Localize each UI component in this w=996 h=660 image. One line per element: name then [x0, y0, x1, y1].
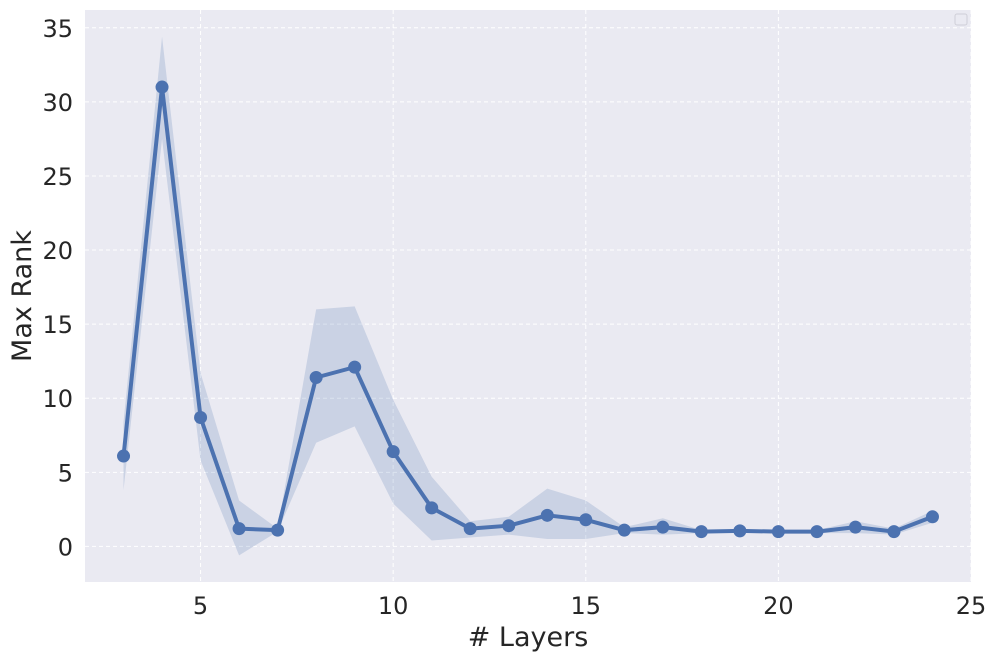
data-point: [502, 519, 516, 533]
y-tick-label: 35: [42, 15, 73, 43]
data-points: [117, 80, 939, 539]
plot-background: [85, 10, 971, 582]
data-point: [117, 449, 131, 463]
data-point: [386, 445, 400, 459]
data-point: [656, 520, 670, 534]
y-tick-label: 25: [42, 163, 73, 191]
y-tick-label: 30: [42, 89, 73, 117]
data-point: [348, 360, 362, 374]
data-point: [271, 523, 285, 537]
x-tick-label: 20: [763, 592, 794, 620]
x-tick-label: 10: [378, 592, 409, 620]
y-tick-label: 10: [42, 385, 73, 413]
series-line: [121, 85, 935, 534]
y-tick-label: 5: [58, 459, 73, 487]
data-point: [463, 522, 477, 536]
data-point: [810, 525, 824, 539]
data-point: [733, 524, 747, 538]
data-point: [848, 520, 862, 534]
data-point: [925, 510, 939, 524]
grid-lines: [85, 10, 972, 582]
confidence-band-area: [123, 36, 933, 556]
x-tick-label: 5: [193, 592, 208, 620]
data-point: [309, 371, 323, 385]
data-point: [425, 501, 439, 515]
confidence-band: [123, 36, 933, 556]
x-tick-labels: 5 10 15 20 25: [193, 592, 986, 620]
y-tick-labels: 0 5 10 15 20 25 30 35: [42, 15, 73, 562]
data-point: [617, 523, 631, 537]
y-tick-label: 20: [42, 237, 73, 265]
data-point: [540, 508, 554, 522]
y-axis-label: Max Rank: [7, 230, 38, 362]
legend-box: [954, 13, 968, 26]
y-tick-label: 0: [58, 533, 73, 561]
data-point: [579, 513, 593, 527]
data-point: [694, 525, 708, 539]
y-tick-label: 15: [42, 311, 73, 339]
x-tick-label: 15: [571, 592, 602, 620]
data-point: [887, 525, 901, 539]
data-point: [194, 411, 208, 425]
data-point: [155, 80, 169, 94]
x-axis-label: # Layers: [468, 622, 589, 653]
data-point: [771, 525, 785, 539]
data-point: [232, 522, 246, 536]
x-tick-label: 25: [956, 592, 987, 620]
series-polyline: [121, 85, 935, 534]
